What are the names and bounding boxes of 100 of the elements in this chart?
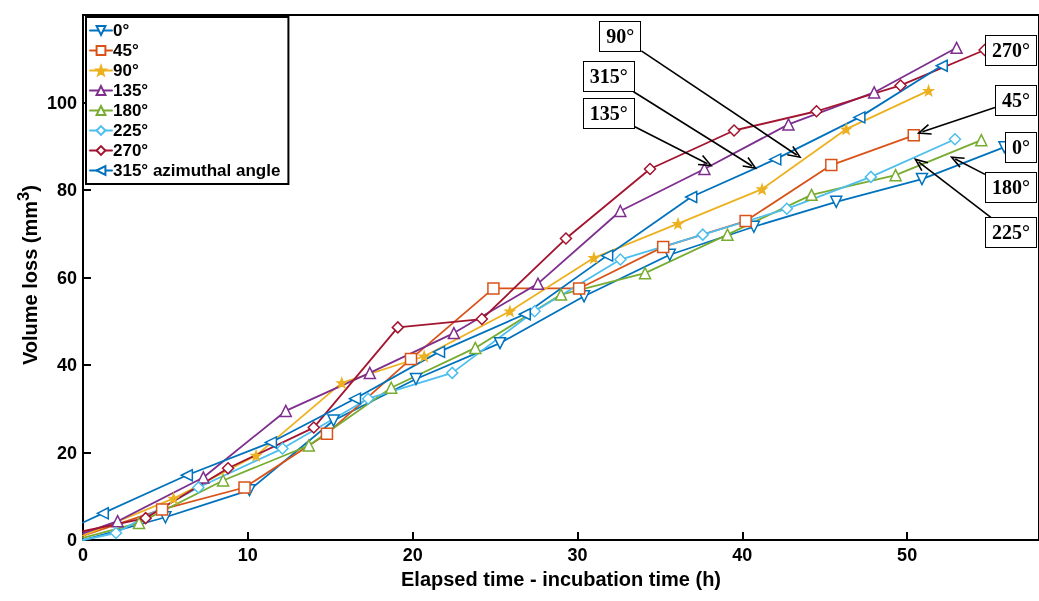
point	[279, 404, 292, 418]
legend-label: 180°	[113, 101, 149, 120]
y-tick-label: 60	[56, 267, 77, 288]
x-tick-label: 40	[732, 545, 753, 565]
point	[600, 249, 614, 262]
x-tick-label: 30	[567, 545, 588, 565]
point	[638, 266, 652, 280]
point	[320, 427, 334, 440]
annotation: 180°	[985, 172, 1037, 204]
annotation: 0°	[1005, 131, 1037, 163]
point	[643, 162, 657, 176]
point	[447, 326, 461, 340]
point	[780, 202, 794, 216]
legend-label: 0°	[113, 21, 130, 40]
point	[518, 308, 531, 321]
annotation: 135°	[582, 97, 635, 129]
point	[361, 392, 375, 405]
point	[721, 228, 734, 241]
y-tick-label: 0	[66, 530, 77, 550]
point	[572, 282, 586, 295]
point	[132, 516, 146, 530]
annotation: 45°	[995, 84, 1037, 116]
point	[554, 288, 568, 301]
point	[96, 507, 110, 520]
point	[867, 86, 881, 99]
x-tick-label: 20	[402, 545, 423, 565]
point	[180, 469, 194, 482]
point	[672, 218, 684, 229]
point	[840, 123, 852, 135]
point	[192, 481, 205, 494]
point	[487, 282, 500, 295]
point	[935, 59, 948, 72]
point	[698, 162, 711, 176]
point	[155, 503, 169, 516]
point	[531, 277, 545, 290]
y-tick-label: 80	[56, 180, 77, 200]
point	[915, 172, 929, 186]
point	[327, 414, 340, 427]
point	[756, 183, 768, 195]
point	[588, 252, 600, 264]
point	[139, 511, 152, 525]
y-tick-label: 40	[56, 355, 77, 375]
point	[276, 442, 289, 455]
point	[948, 133, 962, 146]
point	[727, 124, 741, 137]
annotation: 225°	[985, 217, 1037, 249]
point	[810, 105, 823, 118]
point	[696, 228, 709, 241]
x-tick-label: 50	[897, 545, 918, 565]
point	[769, 153, 782, 166]
point	[363, 366, 377, 380]
point	[559, 232, 573, 245]
point	[656, 240, 670, 254]
point	[384, 381, 398, 394]
point	[111, 514, 124, 528]
point	[445, 366, 459, 380]
point	[404, 352, 418, 366]
legend-label: 135°	[113, 81, 149, 100]
point	[782, 118, 795, 131]
point	[853, 111, 866, 124]
point	[923, 85, 934, 96]
point	[805, 188, 818, 202]
annotation: 90°	[599, 21, 642, 53]
point	[864, 170, 878, 184]
point	[264, 436, 278, 449]
point	[975, 133, 988, 147]
point	[336, 377, 348, 389]
point	[348, 392, 362, 405]
point	[894, 79, 907, 92]
point	[889, 168, 902, 182]
point	[409, 372, 423, 386]
x-tick-label: 10	[237, 545, 258, 565]
point	[391, 321, 405, 334]
point	[493, 336, 507, 350]
annotation: 315°	[582, 60, 635, 92]
point	[614, 204, 627, 218]
point	[739, 214, 752, 228]
y-tick-label: 100	[46, 92, 77, 113]
legend-label: 90°	[113, 61, 139, 80]
x-axis-title: Elapsed time - incubation time (h)	[400, 567, 722, 590]
point	[216, 474, 230, 487]
annotation: 270°	[985, 34, 1037, 66]
legend-label: 270°	[113, 141, 149, 160]
point	[238, 481, 251, 494]
y-tick-label: 20	[56, 442, 77, 463]
point	[302, 439, 316, 452]
point	[830, 195, 843, 209]
point	[950, 41, 963, 55]
point	[432, 345, 446, 359]
point	[504, 305, 516, 317]
point	[307, 421, 321, 434]
point	[221, 462, 235, 475]
point	[907, 129, 920, 142]
legend-label: 315° azimuthal angle	[113, 161, 281, 180]
point	[475, 312, 489, 326]
point	[109, 526, 123, 540]
point	[614, 253, 627, 266]
legend-label: 45°	[113, 41, 139, 60]
point	[469, 341, 482, 355]
point	[684, 190, 698, 204]
